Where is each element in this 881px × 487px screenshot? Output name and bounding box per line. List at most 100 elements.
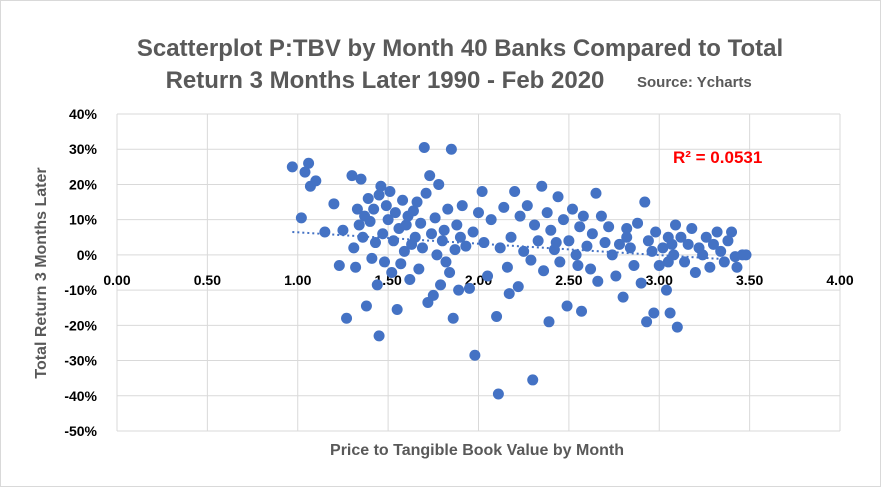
data-point <box>545 224 557 236</box>
data-point <box>731 261 743 273</box>
data-point <box>610 270 622 282</box>
data-point <box>646 245 658 257</box>
data-point <box>445 143 457 155</box>
data-point <box>380 200 392 212</box>
data-point <box>613 238 625 250</box>
data-point <box>639 196 651 208</box>
data-point <box>648 307 660 319</box>
data-point <box>377 228 389 240</box>
data-point <box>529 219 541 231</box>
data-point <box>431 249 443 261</box>
data-point <box>426 228 438 240</box>
data-point <box>675 231 687 243</box>
data-point <box>373 330 385 342</box>
data-point <box>543 316 555 328</box>
data-point <box>590 187 602 199</box>
data-point <box>660 284 672 296</box>
data-point <box>494 242 506 254</box>
data-point <box>689 267 701 278</box>
data-point <box>603 221 615 233</box>
tick-labels: 40% 30% 20% 10% 0% -10% -20% -30% -40% -50% 0.00 0.… <box>64 106 854 439</box>
chart-source-note: Source: Ycharts <box>637 74 752 91</box>
data-point <box>700 231 712 243</box>
x-tick-label: 0.00 <box>103 272 130 288</box>
y-tick-label: 20% <box>69 176 98 192</box>
data-point <box>395 258 407 270</box>
data-point <box>682 238 694 250</box>
data-point <box>351 203 363 215</box>
data-point <box>576 305 588 317</box>
data-point <box>632 217 644 229</box>
data-point <box>740 249 752 261</box>
data-point <box>552 191 564 203</box>
data-point <box>427 289 439 301</box>
y-tick-label: -10% <box>64 282 97 298</box>
data-point <box>653 259 665 271</box>
data-point <box>628 259 640 271</box>
data-point <box>509 185 521 197</box>
data-point <box>337 224 349 236</box>
data-point <box>429 212 441 224</box>
data-point <box>303 157 315 169</box>
data-point <box>360 300 372 312</box>
data-point <box>570 249 582 261</box>
data-point <box>621 231 633 243</box>
y-tick-label: -40% <box>64 388 97 404</box>
data-point <box>722 235 734 247</box>
data-point <box>473 207 484 219</box>
data-point <box>498 201 510 213</box>
data-point <box>447 312 459 324</box>
data-point <box>391 303 403 315</box>
data-point <box>371 279 383 291</box>
data-point <box>467 226 479 238</box>
data-point <box>449 244 461 256</box>
data-point <box>541 207 553 219</box>
data-point <box>373 189 385 201</box>
data-point <box>435 279 447 291</box>
x-tick-label: 3.00 <box>646 272 673 288</box>
data-point <box>456 200 468 212</box>
data-point <box>492 388 504 400</box>
data-point <box>561 300 573 312</box>
data-point <box>505 231 517 243</box>
data-point <box>585 263 597 275</box>
data-point <box>416 242 428 254</box>
data-point <box>518 245 530 257</box>
data-point <box>592 275 604 287</box>
data-point <box>617 291 629 303</box>
data-point <box>346 170 358 182</box>
data-point <box>554 256 566 268</box>
data-point <box>362 193 374 205</box>
data-point <box>440 256 452 268</box>
data-point <box>476 185 488 197</box>
data-point <box>606 249 618 261</box>
data-point <box>350 261 362 273</box>
data-point <box>364 215 376 227</box>
data-point <box>715 245 727 257</box>
data-point <box>635 277 647 289</box>
x-tick-label: 3.50 <box>736 272 763 288</box>
data-point <box>328 198 340 210</box>
data-point <box>400 219 412 231</box>
data-point <box>388 235 400 247</box>
data-point <box>527 374 539 386</box>
data-point <box>503 288 515 300</box>
data-point <box>444 267 456 278</box>
data-point <box>670 219 682 231</box>
data-point <box>664 307 676 319</box>
data-point <box>463 282 475 294</box>
y-tick-label: -30% <box>64 353 97 369</box>
data-point <box>621 222 633 234</box>
data-point <box>453 284 465 296</box>
data-point <box>460 240 472 252</box>
data-point <box>348 242 360 254</box>
data-point <box>704 261 716 273</box>
data-point <box>389 207 401 219</box>
data-point <box>398 245 410 257</box>
data-point <box>581 240 593 252</box>
data-point <box>415 217 427 229</box>
data-point <box>418 141 430 153</box>
data-point <box>512 281 524 293</box>
data-point <box>642 235 654 247</box>
